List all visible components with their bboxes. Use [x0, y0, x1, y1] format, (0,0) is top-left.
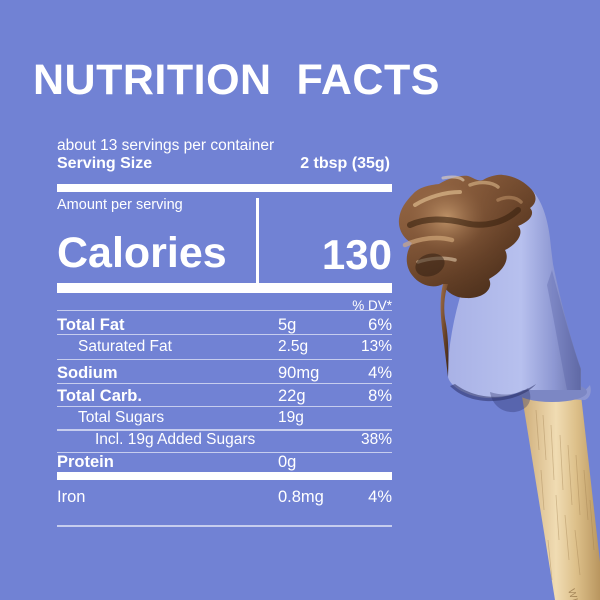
svg-text:WIL: WIL [565, 588, 581, 600]
